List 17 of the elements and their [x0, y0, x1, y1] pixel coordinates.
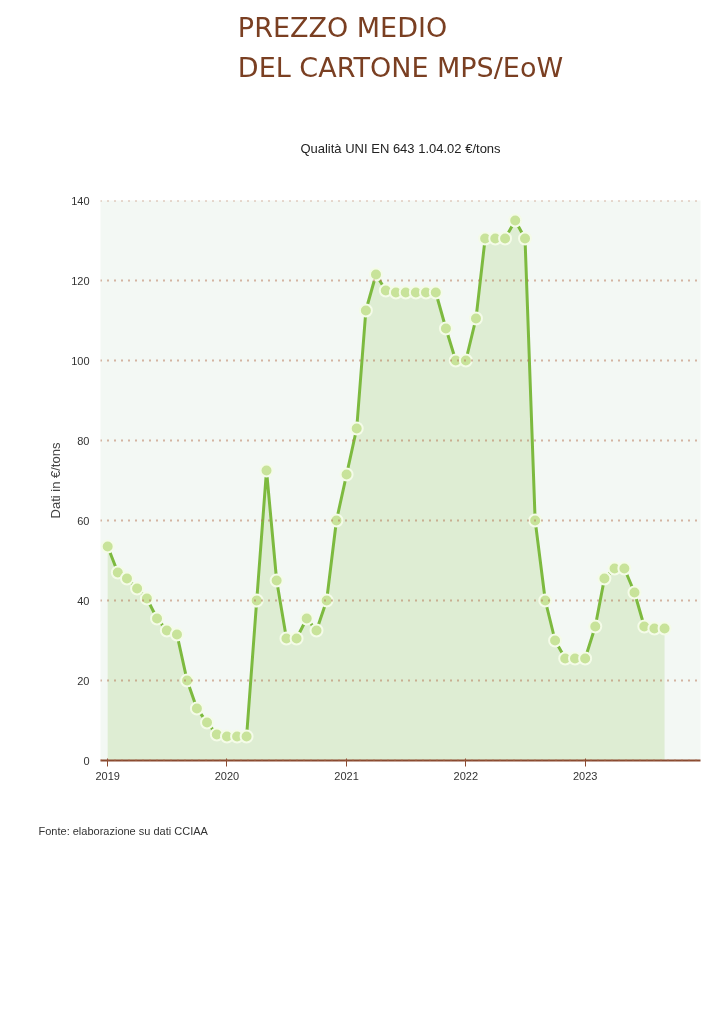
x-tick-label: 2023 — [572, 769, 598, 782]
source-note: Fonte: elaborazione su dati CCIAA — [38, 824, 209, 837]
y-tick-label: 100 — [71, 354, 90, 367]
chart-subtitle: Qualità UNI EN 643 1.04.02 €/tons — [300, 140, 502, 156]
x-tick-label: 2019 — [95, 769, 120, 782]
x-tick-label: 2020 — [214, 769, 240, 782]
y-tick-label: 20 — [77, 674, 90, 687]
y-tick-label: 60 — [77, 514, 90, 527]
y-axis-title: Dati in €/tons — [48, 442, 64, 519]
y-tick-label: 120 — [71, 274, 90, 287]
y-tick-label: 40 — [77, 594, 90, 607]
chart-title: PREZZO MEDIO DEL CARTONE MPS/EoW — [237, 12, 564, 84]
x-tick-label: 2021 — [334, 769, 359, 782]
x-tick-label: 2022 — [453, 769, 479, 782]
y-tick-label: 0 — [83, 754, 90, 767]
y-tick-label: 140 — [71, 194, 90, 207]
y-tick-label: 80 — [77, 434, 90, 447]
